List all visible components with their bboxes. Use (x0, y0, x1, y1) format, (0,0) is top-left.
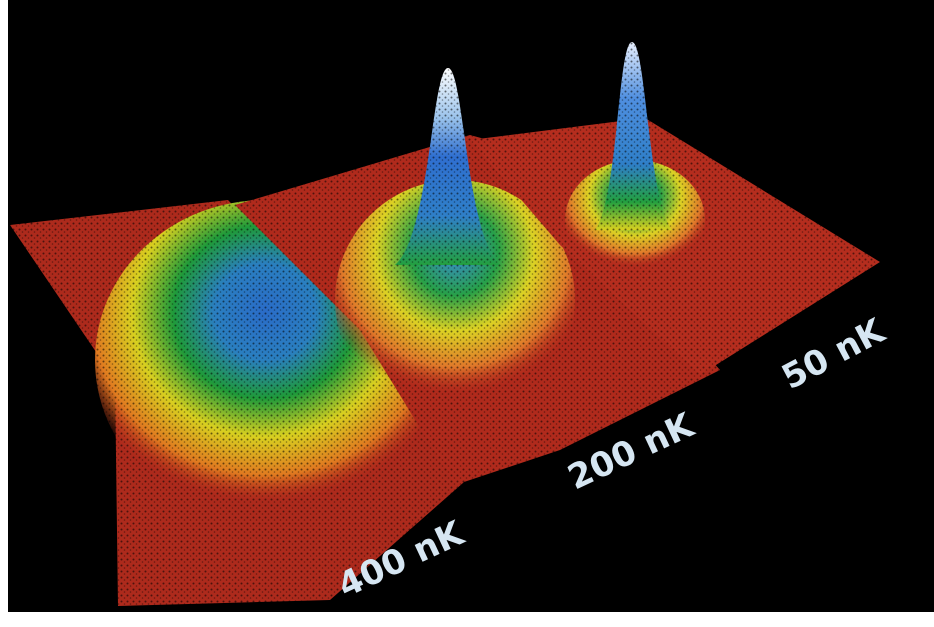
texture (8, 0, 934, 612)
bec-image: 400 nK 200 nK 50 nK (0, 0, 934, 627)
